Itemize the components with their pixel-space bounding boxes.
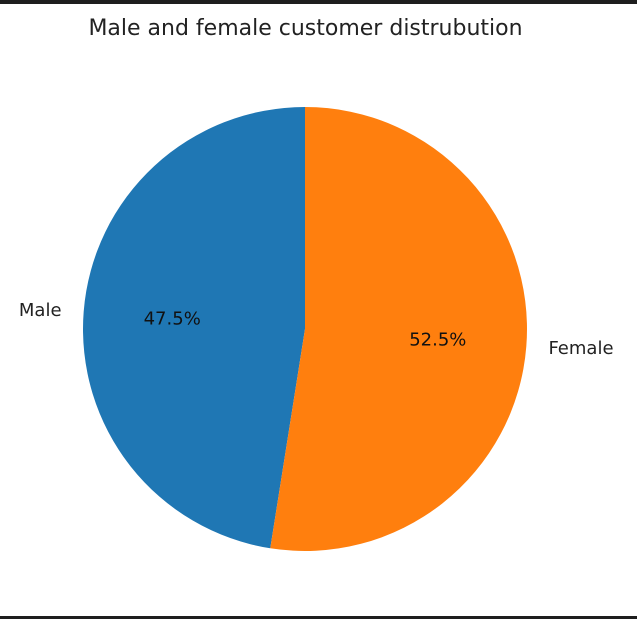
- slice-percent-male: 47.5%: [144, 309, 201, 330]
- pie-slice-female: [270, 107, 527, 551]
- pie-chart: Male 47.5% Female 52.5%: [19, 107, 614, 551]
- slice-label-male: Male: [19, 300, 62, 321]
- slice-percent-female: 52.5%: [409, 329, 466, 350]
- slice-label-female: Female: [548, 338, 613, 359]
- chart-title: Male and female customer distrubution: [88, 16, 523, 41]
- pie-slice-male: [83, 107, 306, 549]
